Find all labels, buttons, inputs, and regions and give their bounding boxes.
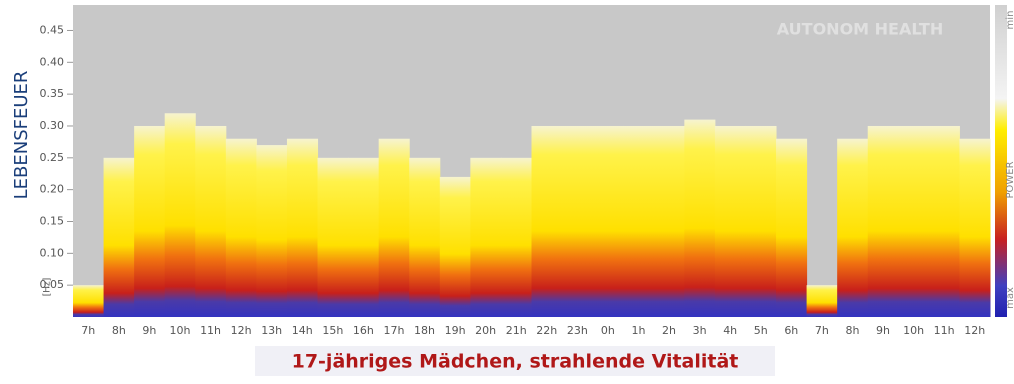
power-column [501,158,532,317]
y-tick-label: 0.10 [40,246,65,259]
x-tick-label: 7h [815,324,829,337]
x-tick-label: 17h [383,324,404,337]
x-tick-label: 8h [845,324,859,337]
power-column [440,177,471,317]
x-tick-label: 0h [601,324,615,337]
power-column [226,139,257,317]
x-tick-label: 15h [322,324,343,337]
power-column [409,158,440,317]
y-tick-label: 0.30 [40,119,65,132]
y-tick-label: 0.35 [40,87,65,100]
power-column [348,158,379,317]
x-tick-label: 10h [169,324,190,337]
x-tick-label: 20h [475,324,496,337]
x-tick-label: 11h [200,324,221,337]
watermark: AUTONOM HEALTH [777,20,943,39]
y-tick-label: 0.45 [40,23,65,36]
x-tick-label: 4h [723,324,737,337]
chart: min POWER max LEBENSFEUER [Hz] AUTONOM H… [0,0,1014,380]
power-column [532,126,563,317]
x-tick-label: 16h [353,324,374,337]
power-column [470,158,501,317]
x-tick-label: 19h [445,324,466,337]
x-tick-label: 9h [142,324,156,337]
x-tick-label: 23h [567,324,588,337]
power-column [654,126,685,317]
power-column [898,126,929,317]
power-column [959,139,990,317]
power-column [807,285,838,317]
power-column [104,158,135,317]
y-axis-label: LEBENSFEUER [11,71,32,200]
x-tick-label: 7h [81,324,95,337]
x-tick-label: 12h [964,324,985,337]
power-column [837,139,868,317]
power-column [562,126,593,317]
power-column [745,126,776,317]
power-column [195,126,226,317]
x-tick-label: 6h [784,324,798,337]
power-column [684,120,715,317]
caption: 17-jähriges Mädchen, strahlende Vitalitä… [292,351,739,373]
x-tick-label: 22h [536,324,557,337]
power-column [73,285,104,317]
x-tick-label: 10h [903,324,924,337]
x-tick-label: 2h [662,324,676,337]
power-column [379,139,410,317]
power-column [318,158,349,317]
x-tick-label: 3h [693,324,707,337]
x-tick-label: 21h [506,324,527,337]
y-tick-label: 0.05 [40,278,65,291]
x-tick-label: 9h [876,324,890,337]
colorbar-max: max [1005,287,1014,309]
x-tick-label: 18h [414,324,435,337]
power-column [868,126,899,317]
colorbar-title: POWER [1005,161,1014,198]
x-tick-label: 12h [231,324,252,337]
power-column [929,126,960,317]
power-column [134,126,165,317]
y-tick-label: 0.25 [40,151,65,164]
power-column [776,139,807,317]
y-tick-label: 0.15 [40,214,65,227]
x-tick-label: 5h [754,324,768,337]
x-tick-label: 13h [261,324,282,337]
power-column [287,139,318,317]
colorbar [995,5,1007,317]
x-tick-label: 11h [934,324,955,337]
x-tick-label: 8h [112,324,126,337]
power-column [623,126,654,317]
y-tick-label: 0.20 [40,183,65,196]
colorbar-min: min [1005,11,1014,30]
power-column [256,145,287,317]
y-tick-label: 0.40 [40,55,65,68]
power-column [593,126,624,317]
power-column [165,113,196,317]
x-tick-label: 14h [292,324,313,337]
power-column [715,126,746,317]
x-tick-label: 1h [631,324,645,337]
